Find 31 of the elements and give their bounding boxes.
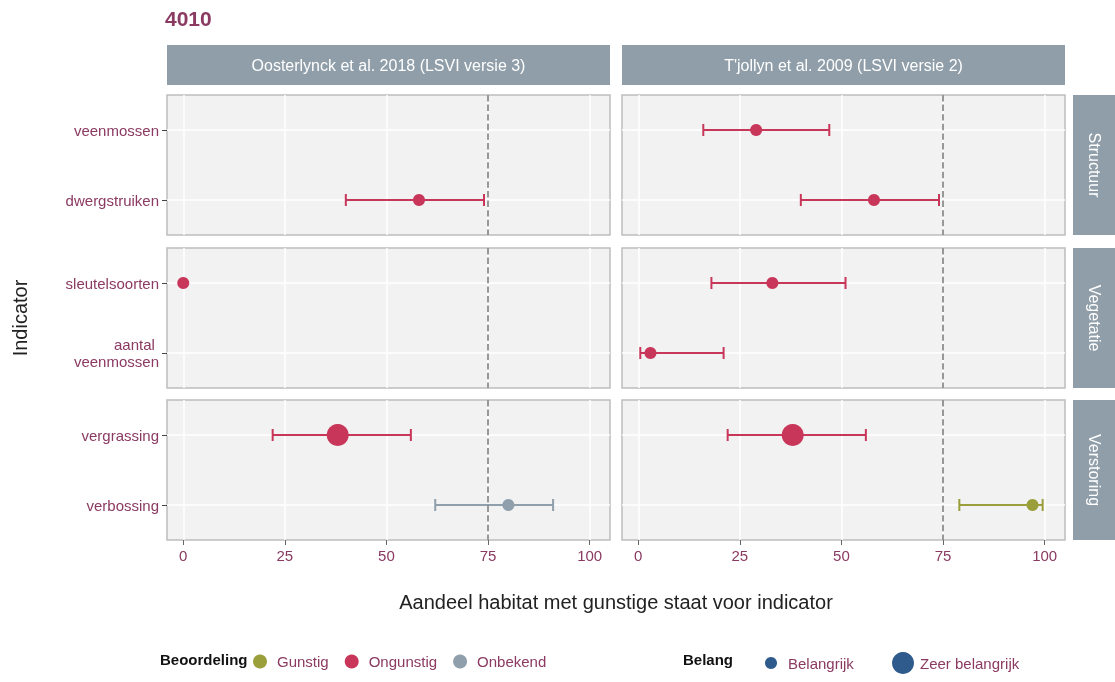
y-tick-label: verbossing [86, 496, 159, 514]
x-tick-label: 0 [179, 547, 188, 564]
text: Beoordeling [160, 651, 248, 668]
x-tick-label: 50 [833, 547, 850, 564]
legend-label: Gunstig [277, 653, 329, 670]
y-tick-label: vergrassing [81, 426, 159, 444]
x-tick-label: 25 [731, 547, 749, 564]
x-tick-label: 100 [1032, 547, 1058, 564]
y-tick-label: sleutelsoorten [65, 274, 159, 292]
text: Belang [683, 651, 734, 668]
legend-label: Belangrijk [788, 654, 855, 672]
chart-title: 4010 [165, 7, 212, 30]
legend-label: Ongunstig [368, 653, 438, 670]
legend-label: Onbekend [477, 653, 547, 670]
y-axis-title: Indicator [9, 279, 31, 357]
y-tick-label: dwergstruiken [65, 191, 159, 209]
y-tick-label: aantal veenmossen [73, 336, 159, 370]
x-tick-label: 75 [934, 547, 952, 564]
x-axis-title: Aandeel habitat met gunstige staat voor indicator [399, 591, 834, 613]
x-tick-label: 25 [276, 547, 294, 564]
text: Vegetatie [1085, 284, 1103, 352]
x-tick-label: 100 [577, 547, 603, 564]
legend-label: Zeer belangrijk [920, 654, 1020, 672]
y-tick-label: veenmossen [73, 121, 159, 139]
text: T'jollyn et al. 2009 (LSVI versie 2) [724, 56, 963, 74]
text: Structuur [1085, 132, 1103, 199]
x-tick-label: 0 [634, 547, 643, 564]
x-tick-label: 50 [378, 547, 395, 564]
text: Verstoring [1085, 433, 1103, 507]
x-tick-label: 75 [479, 547, 497, 564]
text: Oosterlynck et al. 2018 (LSVI versie 3) [251, 56, 526, 74]
